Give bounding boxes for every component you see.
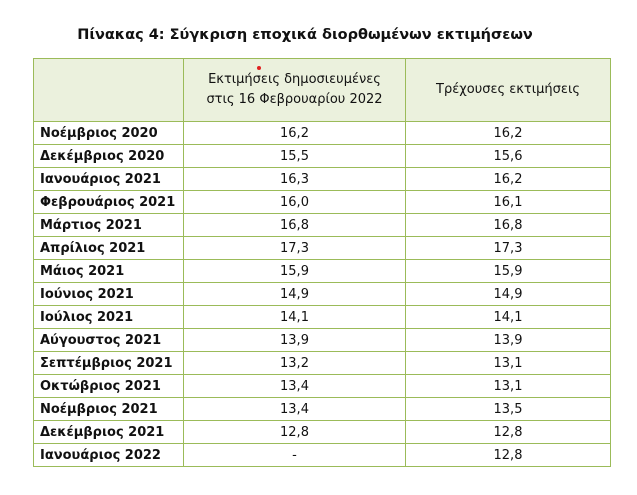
table-body: Νοέμβριος 2020 16,2 16,2 Δεκέμβριος 2020 15,… <box>33 121 611 467</box>
table-row: Ιανουάριος 2022-12,8 <box>33 443 611 467</box>
table-row: Ιανουάριος 2021 16,3 16,2 <box>33 167 611 191</box>
header-line: στις 16 Φεβρουαρίου 2022 <box>206 92 383 107</box>
value-cell: 12,8 <box>405 443 611 467</box>
value-cell: 17,3 <box>183 236 406 260</box>
value-cell: 14,9 <box>405 282 611 306</box>
table-row: Σεπτέμβριος 2021 13,2 13,1 <box>33 351 611 375</box>
row-label: Ιούλιος 2021 <box>33 305 184 329</box>
value-cell: 16,0 <box>183 190 406 214</box>
value-cell: 15,9 <box>183 259 406 283</box>
row-label: Αύγουστος 2021 <box>33 328 184 352</box>
value-cell: 14,1 <box>183 305 406 329</box>
marker-dot <box>257 66 261 70</box>
value-cell: 12,8 <box>183 420 406 444</box>
row-label: Μάιος 2021 <box>33 259 184 283</box>
value-cell: 13,9 <box>405 328 611 352</box>
header-cell <box>33 58 184 122</box>
value-cell: 13,1 <box>405 374 611 398</box>
value-cell: 16,2 <box>405 121 611 145</box>
row-label: Απρίλιος 2021 <box>33 236 184 260</box>
value-cell: 14,9 <box>183 282 406 306</box>
value-cell: 16,3 <box>183 167 406 191</box>
value-cell: 13,4 <box>183 374 406 398</box>
value-cell: 16,8 <box>405 213 611 237</box>
header-cell: Εκτιμήσεις δημοσιευμένες στις 16 Φεβρουαρ… <box>183 58 406 122</box>
value-cell: 14,1 <box>405 305 611 329</box>
row-label: Δεκέμβριος 2020 <box>33 144 184 168</box>
value-cell: 17,3 <box>405 236 611 260</box>
table-row: Νοέμβριος 2020 16,2 16,2 <box>33 121 611 145</box>
table-row: Αύγουστος 2021 13,9 13,9 <box>33 328 611 352</box>
value-cell: - <box>183 443 406 467</box>
table-row: Ιούνιος 2021 14,9 14,9 <box>33 282 611 306</box>
value-cell: 15,6 <box>405 144 611 168</box>
row-label: Ιανουάριος 2022 <box>33 443 184 467</box>
header-cell: Τρέχουσες εκτιμήσεις <box>405 58 611 122</box>
row-label: Ιανουάριος 2021 <box>33 167 184 191</box>
value-cell: 15,5 <box>183 144 406 168</box>
table-row: Μάρτιος 2021 16,8 16,8 <box>33 213 611 237</box>
row-label: Δεκέμβριος 2021 <box>33 420 184 444</box>
table-row: Δεκέμβριος 2020 15,5 15,6 <box>33 144 611 168</box>
row-label: Νοέμβριος 2021 <box>33 397 184 421</box>
value-cell: 13,5 <box>405 397 611 421</box>
table-row: Ιούλιος 2021 14,1 14,1 <box>33 305 611 329</box>
value-cell: 12,8 <box>405 420 611 444</box>
row-label: Νοέμβριος 2020 <box>33 121 184 145</box>
table-title: Πίνακας 4: Σύγκριση εποχικά διορθωμένων … <box>77 27 533 43</box>
row-label: Σεπτέμβριος 2021 <box>33 351 184 375</box>
value-cell: 16,8 <box>183 213 406 237</box>
table-row: Νοέμβριος 2021 13,4 13,5 <box>33 397 611 421</box>
value-cell: 13,4 <box>183 397 406 421</box>
row-label: Οκτώβριος 2021 <box>33 374 184 398</box>
table-row: Δεκέμβριος 2021 12,8 12,8 <box>33 420 611 444</box>
value-cell: 16,1 <box>405 190 611 214</box>
row-label: Μάρτιος 2021 <box>33 213 184 237</box>
comparison-table: Εκτιμήσεις δημοσιευμένες στις 16 Φεβρουαρ… <box>33 58 611 467</box>
value-cell: 15,9 <box>405 259 611 283</box>
table-row: Μάιος 2021 15,9 15,9 <box>33 259 611 283</box>
value-cell: 16,2 <box>405 167 611 191</box>
value-cell: 13,2 <box>183 351 406 375</box>
header-row: Εκτιμήσεις δημοσιευμένες στις 16 Φεβρουαρ… <box>33 58 611 122</box>
table-row: Οκτώβριος 2021 13,4 13,1 <box>33 374 611 398</box>
table-row: Φεβρουάριος 2021 16,0 16,1 <box>33 190 611 214</box>
header-line: Εκτιμήσεις δημοσιευμένες <box>208 72 381 87</box>
value-cell: 16,2 <box>183 121 406 145</box>
row-label: Φεβρουάριος 2021 <box>33 190 184 214</box>
value-cell: 13,1 <box>405 351 611 375</box>
row-label: Ιούνιος 2021 <box>33 282 184 306</box>
value-cell: 13,9 <box>183 328 406 352</box>
table-row: Απρίλιος 2021 17,3 17,3 <box>33 236 611 260</box>
